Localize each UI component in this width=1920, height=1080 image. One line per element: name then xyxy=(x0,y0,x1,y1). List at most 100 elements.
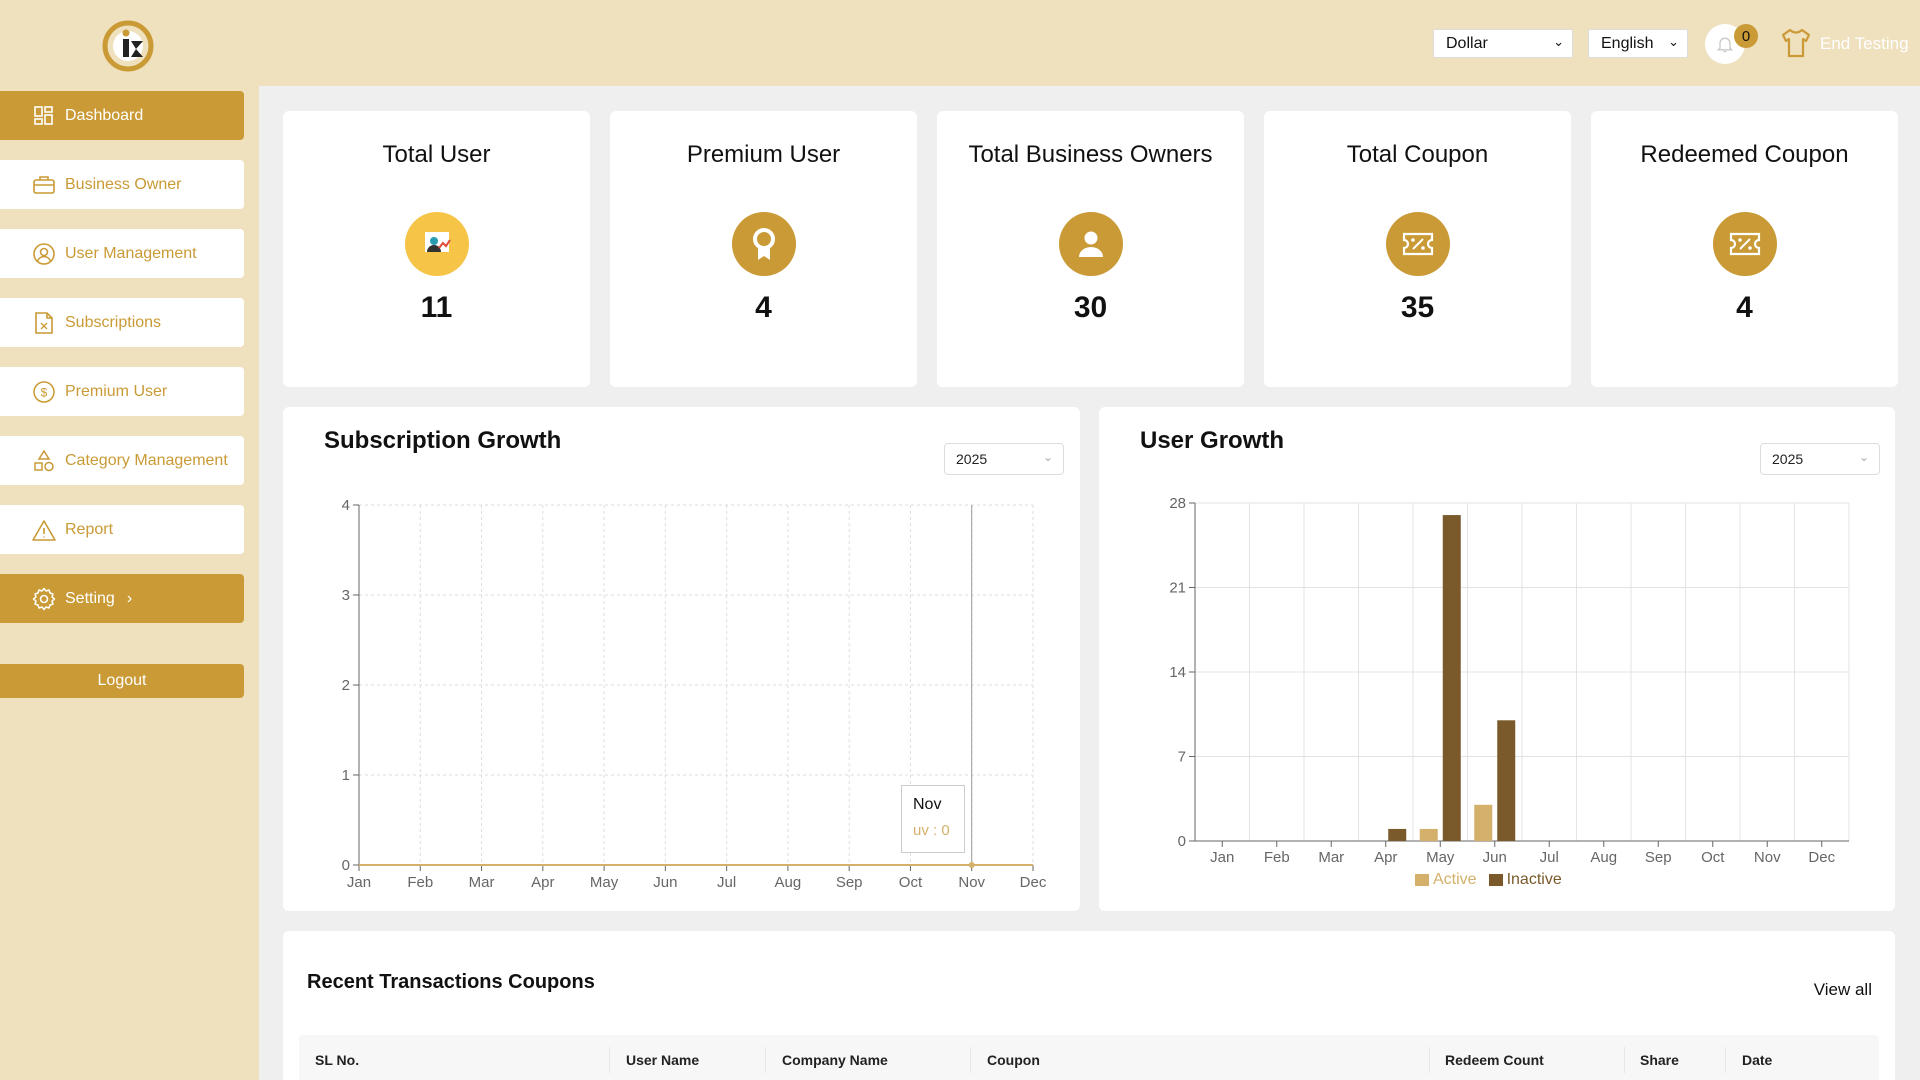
legend-inactive[interactable]: Inactive xyxy=(1488,871,1562,889)
chevron-down-icon: ⌄ xyxy=(1042,450,1053,464)
language-select[interactable]: English ⌄ xyxy=(1588,29,1688,58)
transactions-title: Recent Transactions Coupons xyxy=(307,971,595,993)
view-all-link[interactable]: View all xyxy=(1813,980,1872,999)
sidebar-item-category-management[interactable]: Category Management xyxy=(0,436,244,485)
notification-badge: 0 xyxy=(1734,24,1758,48)
subscription-growth-panel: Subscription Growth 2025 ⌄ 0 1 2 3 4 Jan Feb Ma… xyxy=(283,407,1080,911)
x-tick-label: Dec xyxy=(1808,849,1835,866)
svg-text:$: $ xyxy=(41,385,48,399)
chevron-right-icon: › xyxy=(126,589,133,607)
bar-active[interactable] xyxy=(1474,804,1493,841)
ticket-icon xyxy=(1712,212,1777,276)
x-tick-label: Feb xyxy=(407,874,433,891)
sidebar-item-premium-user[interactable]: $ Premium User xyxy=(0,367,244,416)
y-tick-label: 1 xyxy=(342,767,350,784)
award-icon xyxy=(731,212,796,276)
x-tick-label: Aug xyxy=(775,874,802,891)
recent-transactions-panel: Recent Transactions Coupons View all SL … xyxy=(283,931,1895,1080)
subscription-growth-title: Subscription Growth xyxy=(324,427,562,454)
subscription-year-select[interactable]: 2025 ⌄ xyxy=(944,443,1064,475)
x-tick-label: May xyxy=(1426,849,1455,866)
column-header[interactable]: SL No. xyxy=(315,1052,360,1068)
chart-tooltip: Nov uv : 0 xyxy=(901,785,965,853)
briefcase-icon xyxy=(32,173,56,197)
y-tick-label: 7 xyxy=(1178,749,1186,766)
sidebar-item-subscriptions[interactable]: Subscriptions xyxy=(0,298,244,347)
active-point xyxy=(968,862,975,868)
gear-icon xyxy=(32,587,56,611)
x-tick-label: Nov xyxy=(1754,849,1781,866)
stat-card-total-coupon: Total Coupon 35 xyxy=(1264,111,1571,387)
x-tick-label: Sep xyxy=(836,874,863,891)
x-tick-label: Oct xyxy=(899,874,923,891)
y-tick-label: 3 xyxy=(342,587,350,604)
y-tick-label: 0 xyxy=(1178,833,1186,850)
user-growth-title: User Growth xyxy=(1140,427,1285,454)
column-header[interactable]: User Name xyxy=(626,1052,700,1068)
bar-inactive[interactable] xyxy=(1497,720,1516,841)
column-header[interactable]: Company Name xyxy=(782,1052,888,1068)
tooltip-value: uv : 0 xyxy=(913,822,950,839)
chevron-down-icon: ⌄ xyxy=(1553,34,1564,49)
x-tick-label: Feb xyxy=(1264,849,1290,866)
top-bar: Dollar ⌄ English ⌄ 0 End Testing xyxy=(0,0,1920,86)
legend-active[interactable]: Active xyxy=(1415,871,1477,889)
x-tick-label: May xyxy=(590,874,619,891)
y-tick-label: 28 xyxy=(1169,495,1186,512)
x-tick-label: Jun xyxy=(653,874,677,891)
sidebar-item-report[interactable]: Report xyxy=(0,505,244,554)
bar-inactive[interactable] xyxy=(1388,828,1407,841)
user-growth-year-select[interactable]: 2025 ⌄ xyxy=(1760,443,1880,475)
chevron-down-icon: ⌄ xyxy=(1668,34,1679,49)
user-growth-bar-chart[interactable]: 0 7 14 21 28 Jan Feb Mar Apr May Jun Jul Aug Sep Oct No… xyxy=(1099,407,1895,911)
shirt-icon[interactable] xyxy=(1779,26,1813,60)
x-tick-label: Mar xyxy=(469,874,495,891)
y-tick-label: 14 xyxy=(1169,664,1186,681)
x-tick-label: Jun xyxy=(1483,849,1507,866)
stat-card-premium-user: Premium User 4 xyxy=(610,111,917,387)
dashboard-icon xyxy=(32,104,56,128)
y-tick-label: 2 xyxy=(342,677,350,694)
y-tick-label: 4 xyxy=(342,497,350,514)
y-tick-label: 21 xyxy=(1169,580,1186,597)
x-tick-label: Nov xyxy=(958,874,985,891)
column-header[interactable]: Date xyxy=(1742,1052,1773,1068)
sidebar-item-dashboard[interactable]: Dashboard xyxy=(0,91,244,140)
column-header[interactable]: Share xyxy=(1640,1052,1679,1068)
x-tick-label: Jul xyxy=(1540,849,1559,866)
sidebar-item-business-owner[interactable]: Business Owner xyxy=(0,160,244,209)
user-chart-icon xyxy=(404,212,469,276)
sidebar-item-setting[interactable]: Setting › xyxy=(0,574,244,623)
x-tick-label: Jan xyxy=(1210,849,1234,866)
x-tick-label: Aug xyxy=(1590,849,1617,866)
ticket-icon xyxy=(1385,212,1450,276)
sidebar-item-user-management[interactable]: User Management xyxy=(0,229,244,278)
stat-card-redeemed-coupon: Redeemed Coupon 4 xyxy=(1591,111,1898,387)
user-name[interactable]: End Testing xyxy=(1820,34,1909,53)
bar-inactive[interactable] xyxy=(1442,515,1461,841)
x-tick-label: Sep xyxy=(1645,849,1672,866)
currency-select[interactable]: Dollar ⌄ xyxy=(1433,29,1573,58)
x-tick-label: Apr xyxy=(531,874,554,891)
subscription-line-chart[interactable]: 0 1 2 3 4 Jan Feb Mar Apr May Jun Jul Aug Sep Oct Nov De… xyxy=(283,407,1080,911)
user-icon xyxy=(1058,212,1123,276)
bar-active[interactable] xyxy=(1419,828,1438,841)
column-header[interactable]: Coupon xyxy=(987,1052,1040,1068)
logo xyxy=(102,20,154,72)
x-tick-label: Jul xyxy=(717,874,736,891)
sidebar: Dashboard Business Owner User Management… xyxy=(0,86,259,1080)
x-tick-label: Jan xyxy=(347,874,371,891)
shapes-icon xyxy=(32,449,56,473)
chart-legend: Active Inactive xyxy=(1415,871,1562,889)
x-tick-label: Apr xyxy=(1374,849,1397,866)
column-header[interactable]: Redeem Count xyxy=(1445,1052,1544,1068)
logout-button[interactable]: Logout xyxy=(0,664,244,698)
x-tick-label: Oct xyxy=(1701,849,1725,866)
chevron-down-icon: ⌄ xyxy=(1858,450,1869,464)
stat-card-total-business-owners: Total Business Owners 30 xyxy=(937,111,1244,387)
document-icon xyxy=(32,311,56,335)
x-tick-label: Dec xyxy=(1020,874,1047,891)
x-tick-label: Mar xyxy=(1318,849,1344,866)
table-header: SL No. User Name Company Name Coupon Red… xyxy=(299,1035,1879,1080)
dollar-icon: $ xyxy=(32,380,56,404)
